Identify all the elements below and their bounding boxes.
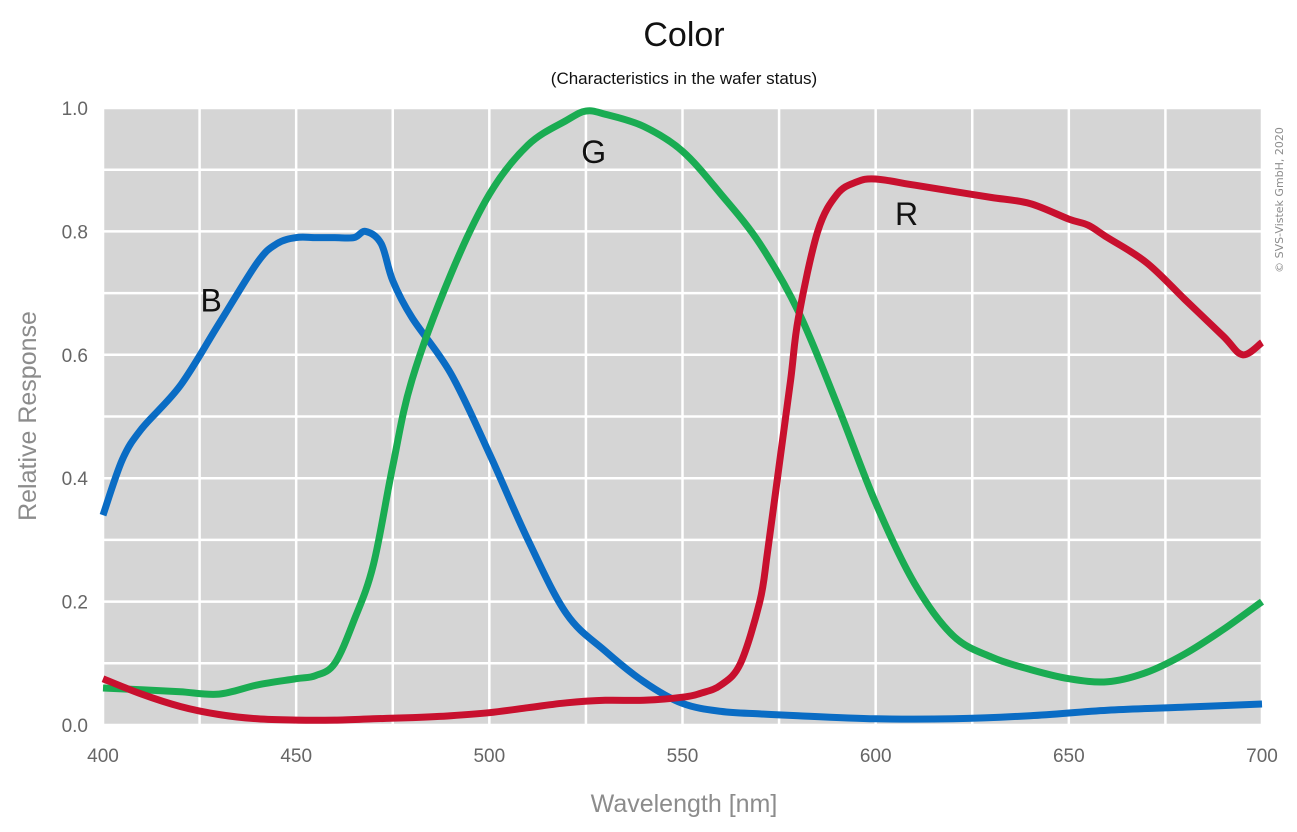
copyright-notice: © SVS-Vistek GmbH, 2020 bbox=[1273, 127, 1286, 273]
x-tick-label: 600 bbox=[860, 746, 892, 767]
series-label-b: B bbox=[201, 282, 222, 318]
x-tick-label: 450 bbox=[280, 746, 312, 767]
y-axis-label: Relative Response bbox=[14, 311, 42, 521]
y-tick-label: 0.2 bbox=[62, 593, 88, 614]
y-tick-label: 0.6 bbox=[62, 346, 88, 367]
x-tick-label: 700 bbox=[1246, 746, 1278, 767]
series-line-g bbox=[102, 107, 1265, 698]
series-label-g: G bbox=[581, 134, 606, 170]
y-tick-label: 0.0 bbox=[62, 716, 88, 737]
x-tick-label: 400 bbox=[87, 746, 119, 767]
x-tick-label: 650 bbox=[1053, 746, 1085, 767]
x-tick-label: 550 bbox=[667, 746, 699, 767]
series-label-r: R bbox=[895, 196, 918, 232]
y-axis-ticks: 0.0 0.2 0.4 0.6 0.8 1.0 bbox=[62, 99, 89, 737]
x-axis-label: Wavelength [nm] bbox=[591, 790, 778, 818]
series-line-b bbox=[99, 227, 1263, 723]
y-tick-label: 0.8 bbox=[62, 222, 88, 243]
chart-subtitle: (Characteristics in the wafer status) bbox=[551, 69, 817, 88]
gridlines bbox=[101, 106, 1264, 727]
x-axis-ticks: 400 450 500 550 600 650 700 bbox=[87, 746, 1278, 767]
series-labels: B G R bbox=[201, 134, 919, 318]
chart-title: Color bbox=[643, 16, 724, 54]
x-tick-label: 500 bbox=[473, 746, 505, 767]
series-lines bbox=[99, 107, 1265, 724]
series-line-r bbox=[101, 175, 1265, 724]
y-tick-label: 1.0 bbox=[62, 99, 88, 120]
y-tick-label: 0.4 bbox=[62, 469, 89, 490]
